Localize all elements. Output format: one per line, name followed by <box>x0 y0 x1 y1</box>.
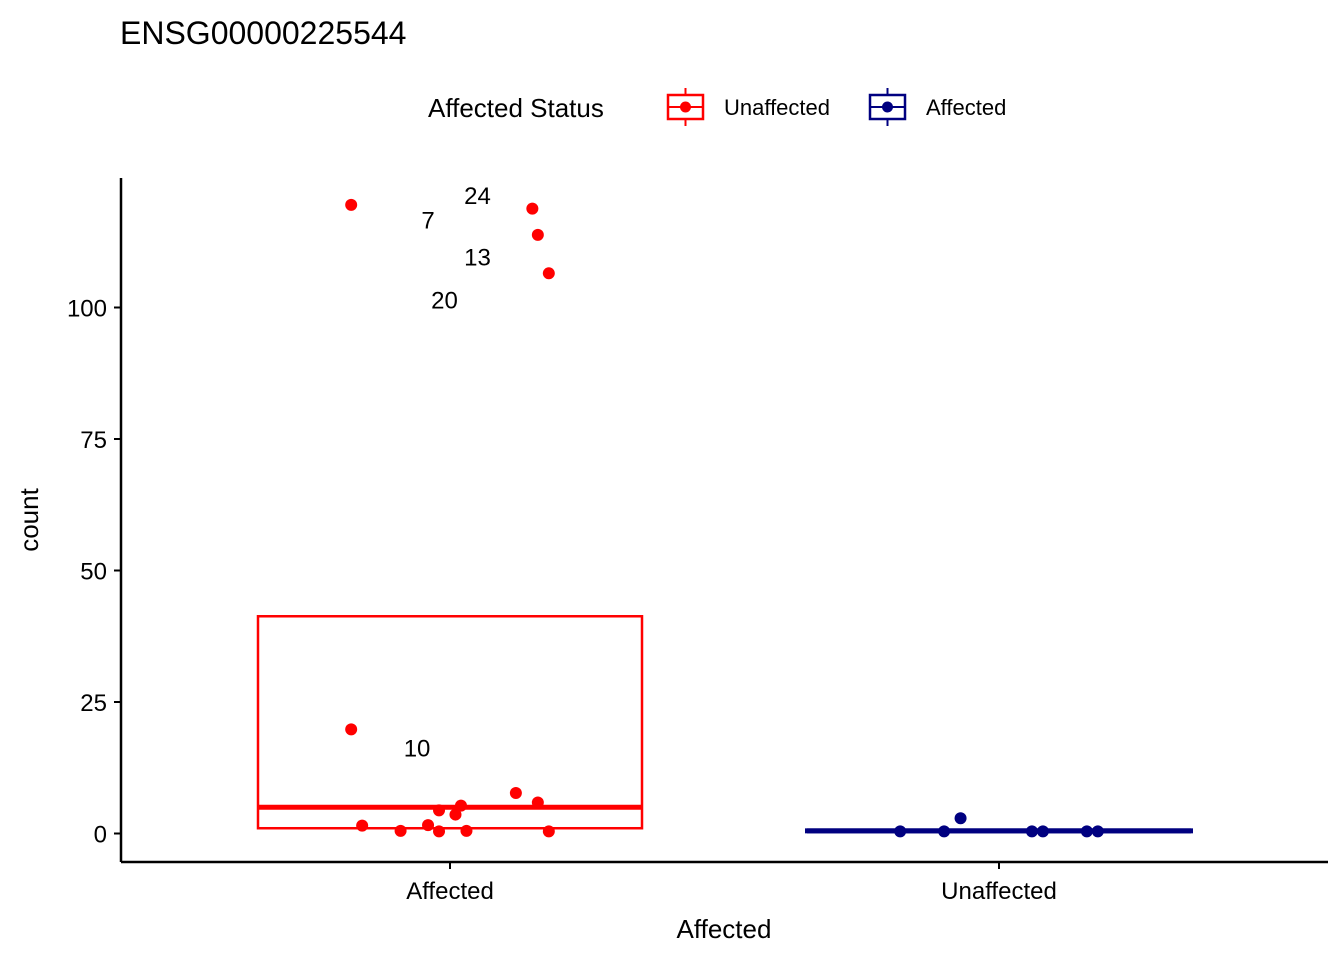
point-1-5 <box>1080 825 1093 838</box>
point-0-15 <box>542 825 555 838</box>
legend-title: Affected Status <box>428 93 604 123</box>
point-1-0 <box>894 825 907 838</box>
point-0-13 <box>433 825 446 838</box>
y-tick-label-3: 75 <box>80 427 107 454</box>
point-0-5 <box>509 786 522 799</box>
point-label-0-0: 24 <box>464 183 491 210</box>
point-1-1 <box>938 825 951 838</box>
y-tick-label-0: 0 <box>94 822 107 849</box>
point-0-4 <box>345 723 358 736</box>
point-0-9 <box>449 808 462 821</box>
box-0 <box>256 615 644 830</box>
point-label-0-4: 10 <box>404 735 431 762</box>
x-axis-title: Affected <box>677 914 772 944</box>
point-0-8 <box>433 804 446 817</box>
point-1-2 <box>954 812 967 825</box>
point-1-6 <box>1091 825 1104 838</box>
point-1-3 <box>1025 825 1038 838</box>
chart-title: ENSG00000225544 <box>120 15 406 51</box>
legend: Affected Status Unaffected Affected <box>428 88 1006 126</box>
point-0-0 <box>345 198 358 211</box>
point-label-0-1: 7 <box>421 208 434 235</box>
y-tick-label-4: 100 <box>67 296 107 323</box>
x-tick-label-1: Unaffected <box>941 878 1057 905</box>
x-tick-label-0: Affected <box>406 878 494 905</box>
point-0-3 <box>542 267 555 280</box>
point-0-1 <box>526 202 539 215</box>
point-0-12 <box>394 824 407 837</box>
point-0-14 <box>460 824 473 837</box>
legend-label-1: Affected <box>926 95 1006 120</box>
point-0-11 <box>422 819 435 832</box>
point-0-7 <box>454 799 467 812</box>
point-1-4 <box>1036 825 1049 838</box>
point-0-10 <box>356 819 369 832</box>
legend-key-dot-0 <box>680 101 691 113</box>
y-tick-label-2: 50 <box>80 559 107 586</box>
legend-key-dot-1 <box>882 101 893 113</box>
y-axis-title: count <box>14 487 44 551</box>
point-0-6 <box>531 796 544 809</box>
point-0-2 <box>531 228 544 241</box>
legend-label-0: Unaffected <box>724 95 830 120</box>
point-label-0-2: 13 <box>464 245 491 272</box>
point-label-0-3: 20 <box>431 288 458 315</box>
y-tick-label-1: 25 <box>80 690 107 717</box>
